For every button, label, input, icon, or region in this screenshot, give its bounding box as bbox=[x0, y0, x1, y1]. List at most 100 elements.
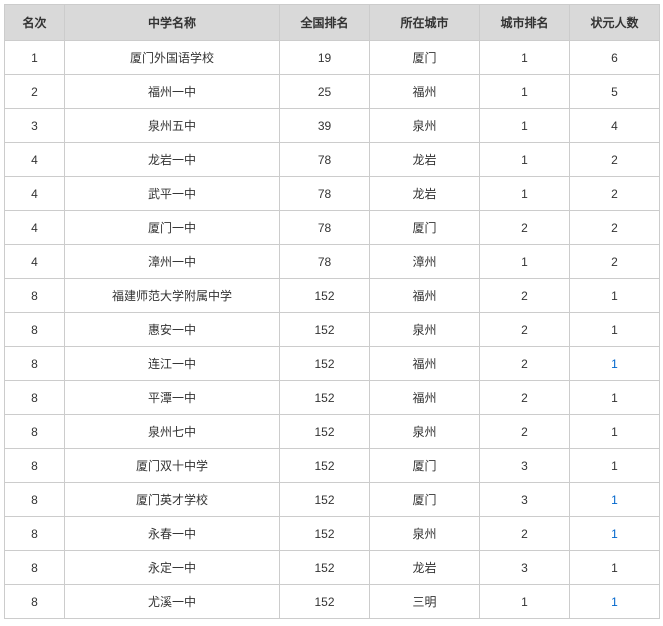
cell-cityrank: 3 bbox=[480, 551, 570, 585]
cell-national: 78 bbox=[280, 143, 370, 177]
cell-name: 武平一中 bbox=[65, 177, 280, 211]
cell-count: 1 bbox=[570, 279, 660, 313]
cell-rank: 4 bbox=[5, 177, 65, 211]
cell-city: 厦门 bbox=[370, 483, 480, 517]
cell-cityrank: 2 bbox=[480, 347, 570, 381]
header-row: 名次 中学名称 全国排名 所在城市 城市排名 状元人数 bbox=[5, 5, 660, 41]
table-row: 8尤溪一中152三明11 bbox=[5, 585, 660, 619]
cell-count: 1 bbox=[570, 347, 660, 381]
cell-rank: 8 bbox=[5, 347, 65, 381]
cell-cityrank: 1 bbox=[480, 585, 570, 619]
cell-name: 泉州五中 bbox=[65, 109, 280, 143]
cell-national: 152 bbox=[280, 381, 370, 415]
cell-cityrank: 1 bbox=[480, 109, 570, 143]
header-national: 全国排名 bbox=[280, 5, 370, 41]
cell-cityrank: 1 bbox=[480, 143, 570, 177]
cell-rank: 3 bbox=[5, 109, 65, 143]
cell-city: 龙岩 bbox=[370, 551, 480, 585]
count-link[interactable]: 1 bbox=[611, 527, 618, 541]
cell-count: 5 bbox=[570, 75, 660, 109]
count-link[interactable]: 1 bbox=[611, 493, 618, 507]
cell-national: 39 bbox=[280, 109, 370, 143]
table-row: 3泉州五中39泉州14 bbox=[5, 109, 660, 143]
cell-national: 152 bbox=[280, 415, 370, 449]
cell-national: 78 bbox=[280, 211, 370, 245]
cell-rank: 2 bbox=[5, 75, 65, 109]
cell-rank: 1 bbox=[5, 41, 65, 75]
cell-count: 4 bbox=[570, 109, 660, 143]
cell-city: 泉州 bbox=[370, 109, 480, 143]
cell-cityrank: 1 bbox=[480, 245, 570, 279]
cell-name: 泉州七中 bbox=[65, 415, 280, 449]
cell-national: 19 bbox=[280, 41, 370, 75]
ranking-table: 名次 中学名称 全国排名 所在城市 城市排名 状元人数 1厦门外国语学校19厦门… bbox=[4, 4, 660, 619]
cell-city: 福州 bbox=[370, 279, 480, 313]
cell-count: 1 bbox=[570, 517, 660, 551]
cell-count: 2 bbox=[570, 245, 660, 279]
cell-rank: 8 bbox=[5, 415, 65, 449]
table-body: 1厦门外国语学校19厦门162福州一中25福州153泉州五中39泉州144龙岩一… bbox=[5, 41, 660, 619]
cell-name: 福州一中 bbox=[65, 75, 280, 109]
table-row: 4厦门一中78厦门22 bbox=[5, 211, 660, 245]
header-name: 中学名称 bbox=[65, 5, 280, 41]
cell-count: 2 bbox=[570, 143, 660, 177]
cell-cityrank: 2 bbox=[480, 211, 570, 245]
table-row: 2福州一中25福州15 bbox=[5, 75, 660, 109]
header-city: 所在城市 bbox=[370, 5, 480, 41]
count-link[interactable]: 1 bbox=[611, 595, 618, 609]
cell-city: 厦门 bbox=[370, 41, 480, 75]
table-row: 8福建师范大学附属中学152福州21 bbox=[5, 279, 660, 313]
table-row: 4漳州一中78漳州12 bbox=[5, 245, 660, 279]
cell-name: 永定一中 bbox=[65, 551, 280, 585]
cell-city: 泉州 bbox=[370, 313, 480, 347]
cell-cityrank: 1 bbox=[480, 41, 570, 75]
cell-city: 龙岩 bbox=[370, 143, 480, 177]
cell-count: 6 bbox=[570, 41, 660, 75]
cell-name: 龙岩一中 bbox=[65, 143, 280, 177]
cell-city: 泉州 bbox=[370, 517, 480, 551]
cell-rank: 8 bbox=[5, 517, 65, 551]
cell-cityrank: 3 bbox=[480, 483, 570, 517]
cell-cityrank: 2 bbox=[480, 279, 570, 313]
cell-name: 厦门双十中学 bbox=[65, 449, 280, 483]
cell-cityrank: 2 bbox=[480, 381, 570, 415]
table-row: 8厦门英才学校152厦门31 bbox=[5, 483, 660, 517]
cell-national: 152 bbox=[280, 585, 370, 619]
cell-national: 152 bbox=[280, 517, 370, 551]
cell-count: 1 bbox=[570, 551, 660, 585]
cell-rank: 8 bbox=[5, 551, 65, 585]
header-cityrank: 城市排名 bbox=[480, 5, 570, 41]
table-row: 8泉州七中152泉州21 bbox=[5, 415, 660, 449]
cell-national: 152 bbox=[280, 551, 370, 585]
cell-city: 福州 bbox=[370, 75, 480, 109]
cell-count: 1 bbox=[570, 449, 660, 483]
cell-count: 1 bbox=[570, 313, 660, 347]
cell-rank: 8 bbox=[5, 279, 65, 313]
cell-rank: 4 bbox=[5, 245, 65, 279]
cell-name: 厦门一中 bbox=[65, 211, 280, 245]
cell-national: 152 bbox=[280, 313, 370, 347]
table-row: 4龙岩一中78龙岩12 bbox=[5, 143, 660, 177]
cell-cityrank: 3 bbox=[480, 449, 570, 483]
cell-cityrank: 2 bbox=[480, 415, 570, 449]
cell-national: 78 bbox=[280, 245, 370, 279]
cell-national: 25 bbox=[280, 75, 370, 109]
cell-national: 152 bbox=[280, 449, 370, 483]
cell-name: 尤溪一中 bbox=[65, 585, 280, 619]
cell-city: 福州 bbox=[370, 381, 480, 415]
cell-count: 2 bbox=[570, 211, 660, 245]
cell-rank: 8 bbox=[5, 381, 65, 415]
table-row: 8永定一中152龙岩31 bbox=[5, 551, 660, 585]
cell-name: 厦门外国语学校 bbox=[65, 41, 280, 75]
cell-count: 2 bbox=[570, 177, 660, 211]
cell-count: 1 bbox=[570, 585, 660, 619]
cell-city: 龙岩 bbox=[370, 177, 480, 211]
cell-name: 福建师范大学附属中学 bbox=[65, 279, 280, 313]
cell-city: 漳州 bbox=[370, 245, 480, 279]
count-link[interactable]: 1 bbox=[611, 357, 618, 371]
header-count: 状元人数 bbox=[570, 5, 660, 41]
cell-city: 福州 bbox=[370, 347, 480, 381]
table-row: 8厦门双十中学152厦门31 bbox=[5, 449, 660, 483]
cell-national: 152 bbox=[280, 483, 370, 517]
table-header: 名次 中学名称 全国排名 所在城市 城市排名 状元人数 bbox=[5, 5, 660, 41]
